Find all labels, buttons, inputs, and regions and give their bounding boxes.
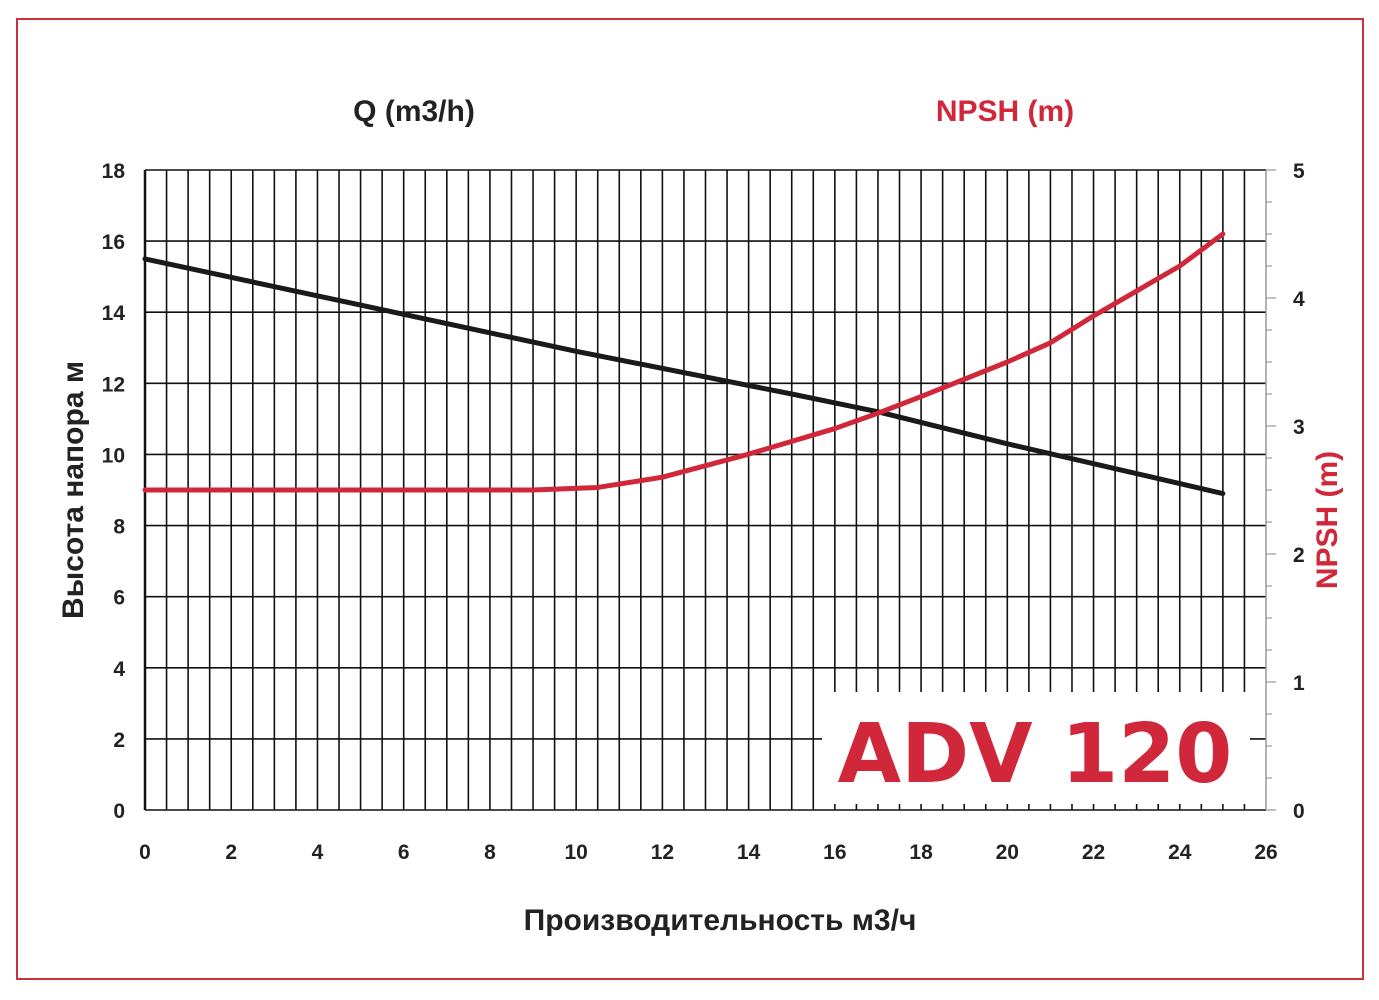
y-tick-label: 4: [113, 658, 125, 681]
x-tick-label: 24: [1168, 841, 1192, 864]
y-axis-label: Высота напора м: [57, 361, 90, 619]
y2-tick-label: 3: [1293, 416, 1305, 439]
x-axis-label: Производительность м3/ч: [524, 904, 917, 937]
chart-frame: [16, 18, 1364, 980]
x-tick-label: 18: [909, 841, 933, 864]
y2-tick-label: 4: [1293, 288, 1305, 311]
y-tick-label: 10: [102, 444, 125, 467]
y-tick-label: 16: [102, 231, 125, 254]
x-tick-label: 20: [996, 841, 1019, 864]
npsh-curve: [142, 231, 1226, 493]
y2-tick-label: 5: [1293, 160, 1305, 183]
y2-tick-label: 1: [1293, 672, 1305, 695]
title-backdrop: [822, 692, 1250, 804]
x-tick-label: 4: [312, 841, 324, 864]
head-curve: [142, 256, 1226, 497]
y-tick-label: 6: [113, 587, 125, 610]
x-tick-label: 26: [1254, 841, 1277, 864]
x-tick-label: 8: [484, 841, 496, 864]
x-tick-label: 0: [139, 841, 151, 864]
y-tick-label: 12: [102, 373, 125, 396]
x-tick-label: 14: [737, 841, 761, 864]
top-right-label: NPSH (m): [936, 95, 1074, 128]
top-left-label: Q (m3/h): [353, 95, 475, 128]
y-tick-label: 14: [102, 302, 126, 325]
y2-tick-label: 2: [1293, 544, 1305, 567]
x-tick-label: 10: [564, 841, 587, 864]
x-tick-label: 16: [823, 841, 846, 864]
y2-tick-label: 0: [1293, 800, 1305, 823]
x-tick-label: 22: [1082, 841, 1105, 864]
x-tick-label: 12: [651, 841, 674, 864]
y-tick-label: 8: [113, 516, 125, 539]
y2-axis-label: NPSH (m): [1311, 451, 1344, 589]
x-tick-label: 2: [225, 841, 237, 864]
x-tick-label: 6: [398, 841, 410, 864]
chart-title: ADV 120: [838, 707, 1233, 802]
y-tick-label: 18: [102, 160, 126, 183]
y-tick-label: 0: [113, 800, 125, 823]
y-tick-label: 2: [113, 729, 125, 752]
